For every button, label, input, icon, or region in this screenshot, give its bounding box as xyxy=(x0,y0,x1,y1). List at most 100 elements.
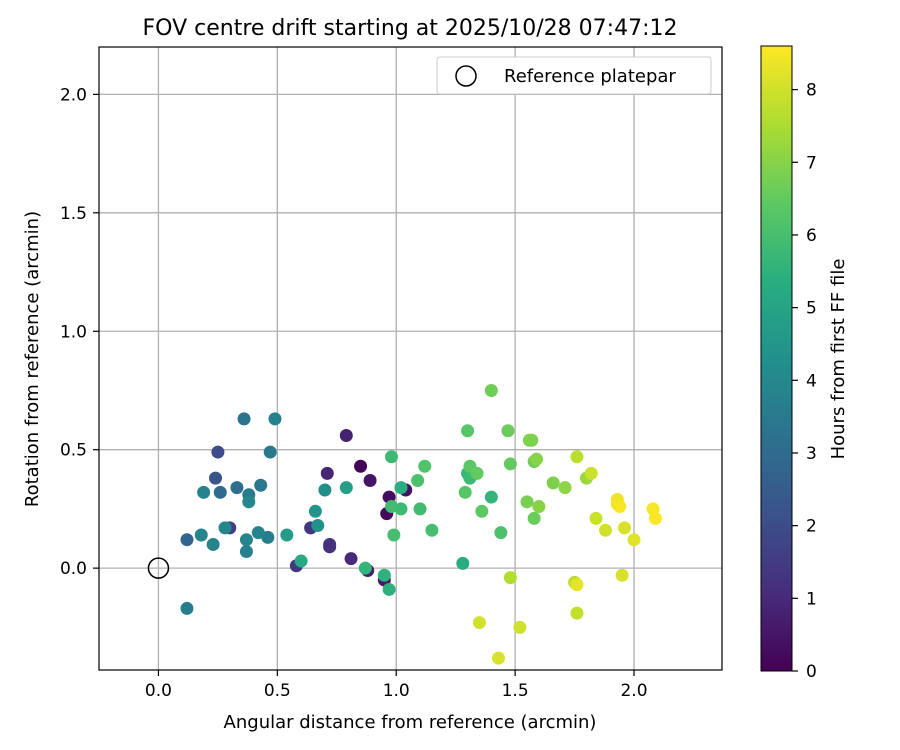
data-point xyxy=(254,478,268,492)
data-point xyxy=(503,457,517,471)
data-point xyxy=(218,521,232,535)
y-tick-label: 1.5 xyxy=(60,204,87,224)
data-points xyxy=(180,383,662,665)
y-tick-label: 1.0 xyxy=(60,322,87,342)
data-point xyxy=(570,578,584,592)
data-point xyxy=(503,571,517,585)
data-point xyxy=(520,495,534,509)
data-point xyxy=(194,528,208,542)
data-point xyxy=(180,601,194,615)
data-point xyxy=(387,528,401,542)
x-tick-label: 1.5 xyxy=(502,681,529,701)
data-point xyxy=(546,476,560,490)
colorbar-tick-label: 7 xyxy=(806,153,817,173)
data-point xyxy=(230,481,244,495)
data-point xyxy=(323,537,337,551)
x-tick-label: 0.0 xyxy=(145,681,172,701)
y-tick-label: 0.0 xyxy=(60,559,87,579)
data-point xyxy=(648,511,662,525)
colorbar-tick-label: 1 xyxy=(806,589,817,609)
data-point xyxy=(384,450,398,464)
data-point xyxy=(627,533,641,547)
data-point xyxy=(558,481,572,495)
legend-reference-marker xyxy=(455,65,477,87)
colorbar-tick-label: 3 xyxy=(806,444,817,464)
data-point xyxy=(532,500,546,514)
data-point xyxy=(213,485,227,499)
colorbar-tick-label: 4 xyxy=(806,371,817,391)
colorbar: 0 1 2 3 4 5 6 7 8 Hours from first FF file xyxy=(760,45,849,682)
data-point xyxy=(180,533,194,547)
data-point xyxy=(209,471,223,485)
data-point xyxy=(472,616,486,630)
data-point xyxy=(530,452,544,466)
colorbar-tick-label: 8 xyxy=(806,81,817,101)
data-point xyxy=(339,481,353,495)
y-axis-ticks: 0.0 0.5 1.0 1.5 2.0 xyxy=(60,85,99,579)
data-point xyxy=(308,504,322,518)
data-point xyxy=(311,519,325,533)
data-point xyxy=(242,495,256,509)
colorbar-tick-label: 5 xyxy=(806,299,817,319)
data-point xyxy=(384,500,398,514)
data-point xyxy=(475,504,489,518)
legend-box xyxy=(436,56,712,95)
y-axis-label: Rotation from reference (arcmin) xyxy=(22,211,43,507)
colorbar-label: Hours from first FF file xyxy=(828,259,849,460)
data-point xyxy=(411,473,425,487)
data-point xyxy=(354,459,368,473)
colorbar-tick-label: 0 xyxy=(806,662,817,682)
data-point xyxy=(501,424,515,438)
data-point xyxy=(280,528,294,542)
data-point xyxy=(570,606,584,620)
data-point xyxy=(589,511,603,525)
data-point xyxy=(491,651,505,665)
data-point xyxy=(239,533,253,547)
grid xyxy=(99,47,722,670)
data-point xyxy=(211,445,225,459)
data-point xyxy=(239,545,253,559)
data-point xyxy=(470,466,484,480)
y-tick-label: 2.0 xyxy=(60,85,87,105)
data-point xyxy=(513,620,527,634)
data-point xyxy=(618,521,632,535)
data-point xyxy=(522,433,536,447)
data-point xyxy=(394,481,408,495)
data-point xyxy=(263,445,277,459)
data-point xyxy=(461,424,475,438)
x-tick-label: 0.5 xyxy=(264,681,291,701)
data-point xyxy=(456,556,470,570)
data-point xyxy=(613,500,627,514)
x-axis-ticks: 0.0 0.5 1.0 1.5 2.0 xyxy=(145,670,648,701)
x-axis-label: Angular distance from reference (arcmin) xyxy=(224,712,597,733)
data-point xyxy=(484,490,498,504)
data-point xyxy=(413,502,427,516)
legend-label: Reference platepar xyxy=(504,66,676,87)
data-point xyxy=(584,466,598,480)
data-point xyxy=(197,485,211,499)
data-point xyxy=(377,568,391,582)
x-tick-label: 1.0 xyxy=(383,681,410,701)
colorbar-tick-label: 6 xyxy=(806,226,817,246)
data-point xyxy=(294,554,308,568)
data-point xyxy=(494,526,508,540)
data-point xyxy=(237,412,251,426)
data-point xyxy=(358,561,372,575)
data-point xyxy=(320,466,334,480)
data-point xyxy=(615,568,629,582)
x-tick-label: 2.0 xyxy=(620,681,647,701)
data-point xyxy=(570,450,584,464)
data-point xyxy=(206,537,220,551)
y-tick-label: 0.5 xyxy=(60,441,87,461)
colorbar-tick-label: 2 xyxy=(806,517,817,537)
legend: Reference platepar xyxy=(436,56,712,95)
data-point xyxy=(339,428,353,442)
data-point xyxy=(418,459,432,473)
data-point xyxy=(318,483,332,497)
data-point xyxy=(425,523,439,537)
data-point xyxy=(344,552,358,566)
plot-frame xyxy=(98,46,723,671)
chart-title: FOV centre drift starting at 2025/10/28 … xyxy=(143,16,678,41)
data-point xyxy=(363,473,377,487)
